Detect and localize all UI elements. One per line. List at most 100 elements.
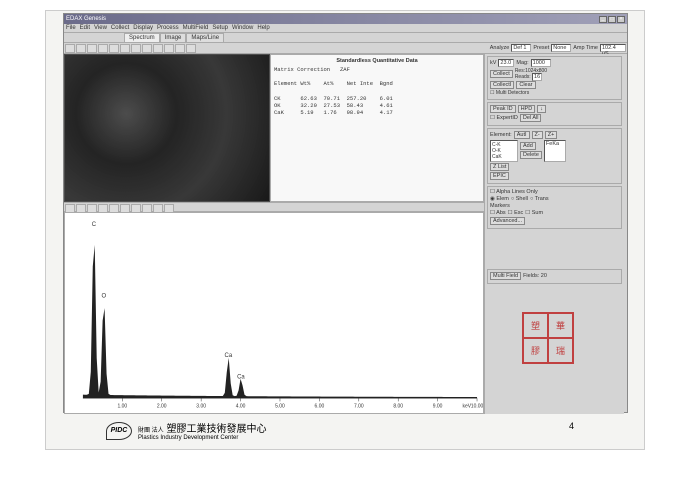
elem-radio[interactable]: Elem	[496, 196, 509, 202]
toolbar-button[interactable]	[109, 44, 119, 53]
toolbar-button[interactable]	[65, 44, 75, 53]
tab-mapsline[interactable]: Maps/Line	[186, 33, 224, 42]
svg-text:Ca: Ca	[237, 373, 245, 380]
collect-button[interactable]: Collect	[490, 70, 513, 78]
title-bar: EDAX Genesis _ □ ×	[64, 14, 627, 24]
pidc-logo: PIDC	[106, 422, 132, 440]
svg-text:1.00: 1.00	[117, 404, 127, 410]
kv-label: kV	[490, 60, 496, 66]
preset-select[interactable]: None	[551, 44, 571, 52]
menu-bar: File Edit View Collect Display Process M…	[64, 24, 627, 33]
quant-panel: Standardless Quantitative Data Matrix Co…	[270, 54, 484, 202]
trans-radio[interactable]: Trans	[535, 196, 549, 202]
toolbar-button[interactable]	[131, 44, 141, 53]
expertid-check[interactable]: ExpertID	[496, 115, 517, 121]
app-brand: EDAX Genesis	[66, 16, 106, 22]
svg-text:2.00: 2.00	[157, 404, 167, 410]
footer-line2: Plastics Industry Development Center	[138, 435, 266, 441]
quant-title: Standardless Quantitative Data	[274, 58, 480, 64]
alpha-check[interactable]: Alpha Lines Only	[496, 189, 538, 195]
z-plus-button[interactable]: Z+	[545, 131, 558, 139]
collecti-button[interactable]: CollectI	[490, 81, 514, 89]
analyze-select[interactable]: Def 1	[511, 44, 531, 52]
add-button[interactable]: Add	[520, 142, 536, 150]
toolbar-button[interactable]	[175, 44, 185, 53]
toolbar-button[interactable]	[120, 44, 130, 53]
delete-button[interactable]: Delete	[520, 151, 542, 159]
toolbar: Analyze Def 1 Preset None Amp Time 102.4…	[64, 43, 627, 54]
element-label: Element:	[490, 132, 512, 138]
menu-display[interactable]: Display	[133, 25, 153, 31]
svg-text:3.00: 3.00	[196, 404, 206, 410]
amptime-select[interactable]: 102.4 uS	[600, 44, 626, 52]
sum-check[interactable]: Sum	[532, 210, 543, 216]
tab-bar: Spectrum Image Maps/Line	[64, 33, 627, 43]
toolbar-button[interactable]	[164, 44, 174, 53]
svg-text:6.00: 6.00	[315, 404, 325, 410]
menu-help[interactable]: Help	[257, 25, 269, 31]
menu-edit[interactable]: Edit	[80, 25, 90, 31]
amptime-label: Amp Time	[573, 45, 598, 51]
feka-field[interactable]: FeKa	[544, 140, 566, 162]
analyze-label: Analyze	[490, 45, 510, 51]
svg-text:O: O	[101, 293, 106, 300]
esc-check[interactable]: Esc	[514, 210, 523, 216]
stamp-char: 塑	[523, 313, 548, 338]
page-number: 4	[569, 421, 574, 431]
hpd-button[interactable]: HPD	[518, 105, 536, 113]
sem-image[interactable]	[64, 54, 270, 202]
element-listbox[interactable]: C-K O-K CaK	[490, 140, 518, 162]
menu-multifield[interactable]: MultiField	[183, 25, 209, 31]
footer-line1: 塑膠工業技術發展中心	[166, 424, 266, 435]
shell-radio[interactable]: Shell	[516, 196, 528, 202]
reads-input[interactable]: 16	[532, 73, 542, 81]
z-minus-button[interactable]: Z-	[532, 131, 543, 139]
clear-button[interactable]: Clear	[516, 81, 535, 89]
footer-prefix: 財團 法人	[138, 428, 164, 434]
quant-table: Matrix Correction ZAF Element Wt% At% Ne…	[274, 66, 480, 116]
svg-text:C: C	[92, 221, 97, 228]
window-buttons: _ □ ×	[599, 16, 625, 23]
menu-process[interactable]: Process	[157, 25, 179, 31]
epic-button[interactable]: EPIC	[490, 172, 509, 180]
menu-file[interactable]: File	[66, 25, 76, 31]
minimize-button[interactable]: _	[599, 16, 607, 23]
multi-detectors-check[interactable]: Multi Detectors	[496, 90, 529, 96]
menu-setup[interactable]: Setup	[212, 25, 228, 31]
toolbar-button[interactable]	[142, 44, 152, 53]
multifield-button[interactable]: Multi Field	[490, 272, 521, 280]
menu-collect[interactable]: Collect	[111, 25, 129, 31]
reads-label: Reads:	[515, 74, 531, 80]
peakid-button[interactable]: Peak ID	[490, 105, 516, 113]
list-item[interactable]: CaK	[492, 154, 516, 160]
red-seal-stamp: 塑 華 膠 瑞	[522, 312, 574, 364]
toolbar-button[interactable]	[153, 44, 163, 53]
tab-image[interactable]: Image	[160, 33, 187, 42]
fields-label: Fields: 20	[523, 273, 547, 279]
hpd-down-icon[interactable]: ↓	[537, 105, 546, 113]
zlist-button[interactable]: Z List	[490, 163, 509, 171]
toolbar-button[interactable]	[87, 44, 97, 53]
delall-button[interactable]: Del All	[520, 114, 542, 122]
kv-input[interactable]: 23.0	[498, 59, 514, 67]
maximize-button[interactable]: □	[608, 16, 616, 23]
advanced-button[interactable]: Advanced...	[490, 217, 525, 225]
toolbar-button[interactable]	[76, 44, 86, 53]
preset-label: Preset	[533, 45, 549, 51]
abs-check[interactable]: Abs	[496, 210, 505, 216]
toolbar-button[interactable]	[98, 44, 108, 53]
svg-text:4.00: 4.00	[236, 404, 246, 410]
svg-text:8.00: 8.00	[393, 404, 403, 410]
stamp-char: 華	[548, 313, 573, 338]
page-footer: PIDC 財團 法人 塑膠工業技術發展中心 Plastics Industry …	[106, 420, 266, 441]
mag-input[interactable]: 1000	[531, 59, 551, 67]
menu-view[interactable]: View	[94, 25, 107, 31]
stamp-char: 膠	[523, 338, 548, 363]
menu-window[interactable]: Window	[232, 25, 253, 31]
auti-button[interactable]: AutI	[514, 131, 530, 139]
svg-text:7.00: 7.00	[354, 404, 364, 410]
close-button[interactable]: ×	[617, 16, 625, 23]
spectrum-chart[interactable]: 1.002.003.004.005.006.007.008.009.0010.0…	[64, 212, 484, 414]
tab-spectrum[interactable]: Spectrum	[124, 33, 160, 42]
toolbar-button[interactable]	[186, 44, 196, 53]
